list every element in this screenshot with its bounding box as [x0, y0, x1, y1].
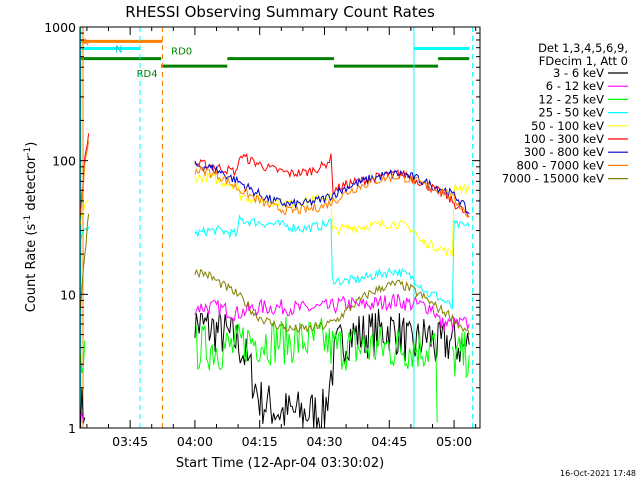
x-tick-label-1: 04:00 — [177, 434, 213, 449]
x-tick-label-3: 04:30 — [306, 434, 342, 449]
legend-header-1: FDecim 1, Att 0 — [539, 54, 628, 68]
series-1 — [79, 309, 470, 429]
y-axis-label: Count Rate (s-1 detector-1) — [23, 142, 39, 313]
y-axis-label-mid: detector — [24, 155, 39, 215]
legend-label-4: 25 - 50 keV — [538, 106, 604, 120]
series-2-segment-0 — [80, 412, 84, 423]
x-tick-label-2: 04:15 — [242, 434, 278, 449]
series-9-segment-0 — [79, 213, 90, 309]
series-7 — [194, 160, 470, 215]
y-axis-label-main: Count Rate (s — [24, 224, 39, 313]
x-tick-label-0: 03:45 — [112, 434, 148, 449]
y-axis-label-sup2: -1 — [23, 147, 33, 156]
series-9 — [79, 213, 470, 335]
series-1-segment-1 — [194, 309, 470, 429]
legend-label-8: 800 - 7000 keV — [516, 158, 604, 172]
y-axis-label-end: ) — [24, 142, 39, 147]
y-tick-label-2: 100 — [52, 154, 76, 169]
attenuator-label: A — [82, 37, 89, 48]
series-1-segment-0 — [79, 388, 86, 429]
series-3-segment-0 — [79, 340, 86, 374]
x-tick-label-4: 04:45 — [371, 434, 407, 449]
y-axis-label-sup1: -1 — [23, 215, 33, 224]
x-tick-label-5: 05:00 — [436, 434, 472, 449]
series-7-segment-0 — [194, 160, 470, 215]
legend-label-6: 100 - 300 keV — [524, 132, 604, 146]
y-tick-label-1: 10 — [60, 287, 76, 302]
series-8-segment-1 — [194, 165, 470, 218]
y-tick-label-3: 1000 — [44, 20, 76, 35]
generation-timestamp: 16-Oct-2021 17:48 — [560, 469, 636, 478]
legend-label-5: 50 - 100 keV — [531, 119, 604, 133]
series-9-segment-1 — [194, 268, 470, 335]
series-6-segment-0 — [79, 133, 90, 217]
rd0-label: RD0 — [171, 47, 192, 58]
series-5-segment-1 — [194, 171, 470, 257]
legend-label-2: 6 - 12 keV — [546, 79, 604, 93]
legend-label-1: 3 - 6 keV — [553, 66, 604, 80]
y-tick-label-0: 1 — [68, 421, 76, 436]
legend-header-0: Det 1,3,4,5,6,9, — [538, 41, 628, 55]
night-label: N — [115, 45, 122, 56]
legend: Det 1,3,4,5,6,9,FDecim 1, Att 03 - 6 keV… — [502, 41, 628, 186]
x-axis-label: Start Time (12-Apr-04 03:30:02) — [176, 456, 384, 471]
rd4-label: RD4 — [137, 69, 158, 80]
series-lines — [79, 133, 470, 429]
chart-title: RHESSI Observing Summary Count Rates — [125, 3, 435, 21]
axis-ticks: 03:45 04:00 04:15 04:30 04:45 05:00 1 10 100 1000 — [44, 20, 480, 449]
legend-label-9: 7000 - 15000 keV — [502, 172, 604, 186]
series-2 — [80, 293, 470, 423]
attenuator-state-bars: A N RD4 RD0 — [80, 37, 470, 80]
legend-label-3: 12 - 25 keV — [538, 92, 604, 106]
series-5 — [79, 171, 470, 257]
series-2-segment-1 — [194, 293, 470, 332]
series-5-segment-0 — [79, 200, 89, 225]
legend-label-7: 300 - 800 keV — [524, 145, 604, 159]
series-3-segment-2 — [451, 331, 470, 378]
plot-frame — [79, 26, 481, 429]
series-4-segment-1 — [194, 214, 470, 310]
